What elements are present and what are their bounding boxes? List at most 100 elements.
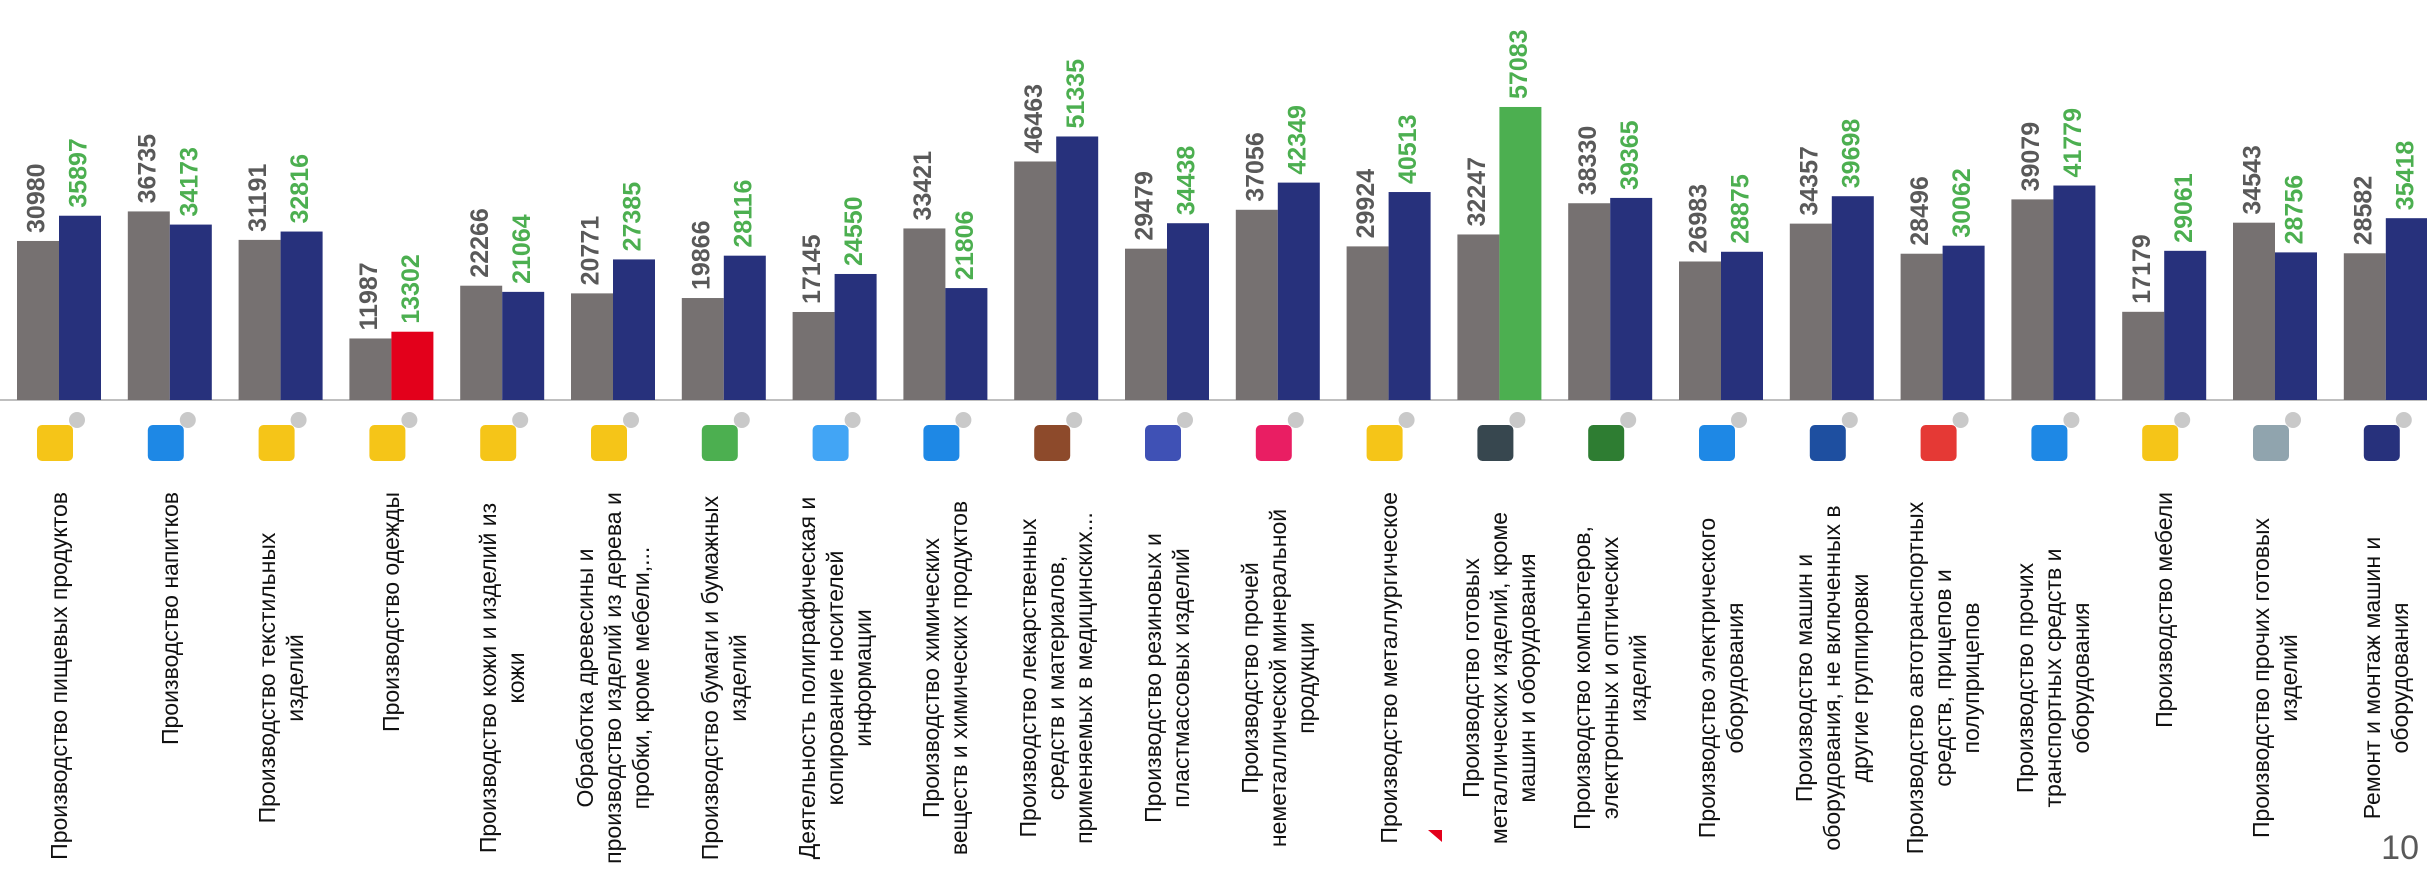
value-label: 35418 [2391, 141, 2419, 211]
bar [238, 239, 281, 400]
category-label-box: Производство пищевых продуктов [4, 492, 114, 864]
category-label-box: Производство готовых металлических издел… [1444, 492, 1554, 864]
icon [1588, 425, 1625, 461]
bar [2164, 250, 2207, 400]
bar [1568, 203, 1611, 400]
icon-gear [1841, 412, 1858, 428]
icon-gear [623, 412, 639, 428]
category-label-box: Производство прочих транспортных средств… [1998, 492, 2108, 864]
value-label: 39698 [1837, 119, 1865, 189]
x-tick-label: Производство кожи и изделий из кожи [475, 502, 530, 854]
value-label: 21064 [508, 214, 536, 284]
value-label: 39365 [1616, 120, 1644, 190]
value-label: 32816 [286, 154, 314, 224]
value-label: 29924 [1352, 169, 1380, 239]
value-label: 37056 [1241, 132, 1269, 202]
category-label-box: Производство лекарственных средств и мат… [1001, 492, 1111, 864]
bar [1942, 245, 1985, 400]
value-label: 46463 [1020, 84, 1048, 154]
value-label: 11987 [355, 262, 383, 330]
bar [1388, 192, 1431, 400]
value-label: 27385 [619, 182, 647, 252]
x-tick-label: Производство химических веществ и химиче… [918, 500, 973, 856]
category-label-box: Ремонт и монтаж машин и оборудования [2331, 492, 2427, 864]
x-tick-label: Производство компьютеров, электронных и … [1569, 526, 1652, 830]
bar [2275, 252, 2317, 400]
value-label: 28116 [729, 180, 757, 248]
category-label-box: Производство прочей неметаллической мине… [1223, 492, 1333, 864]
icon [1699, 425, 1735, 461]
bar [613, 259, 655, 400]
icon [1255, 425, 1292, 461]
bar [1679, 261, 1721, 400]
icon [1477, 425, 1514, 461]
value-label: 32247 [1463, 157, 1491, 227]
icon [1145, 425, 1181, 461]
icon-gear [512, 412, 529, 428]
bar [2122, 311, 2165, 400]
bar [792, 311, 835, 400]
value-label: 33421 [909, 151, 937, 221]
value-label: 24550 [840, 196, 868, 266]
icon [1366, 425, 1403, 461]
x-tick-label: Производство прочих транспортных средств… [2012, 548, 2095, 808]
icon-gear [733, 412, 750, 428]
bar [391, 331, 434, 400]
category-label-box: Производство автотранспортных средств, п… [1888, 492, 1998, 864]
icon-gear [844, 412, 861, 428]
icon [258, 425, 295, 461]
value-label: 29479 [1131, 171, 1159, 241]
value-label: 34543 [2239, 145, 2267, 215]
category-label-box: Производство мебели [2109, 492, 2219, 864]
category-label-box: Производство прочих готовых изделий [2220, 492, 2330, 864]
icon [147, 425, 184, 461]
value-label: 19866 [687, 220, 715, 290]
bar [1831, 196, 1874, 400]
icon [369, 425, 406, 461]
bar [1056, 136, 1099, 400]
bar [1346, 246, 1389, 400]
icon [2142, 425, 2179, 461]
icon-gear [179, 412, 196, 428]
bar [502, 291, 545, 400]
bar [571, 293, 613, 400]
category-label-box: Производство напитков [115, 492, 225, 864]
icon-gear [955, 412, 972, 428]
bar [349, 338, 392, 400]
value-label: 30062 [1948, 168, 1976, 238]
category-label-box: Производство одежды [336, 492, 446, 864]
icon-gear [1287, 412, 1304, 428]
bar [1235, 209, 1278, 400]
value-label: 36735 [133, 134, 161, 204]
icon-gear [290, 412, 307, 428]
category-label-box: Обработка древесины и производство издел… [558, 492, 668, 864]
x-tick-label: Производство машин и оборудования, не вк… [1790, 505, 1873, 851]
bar [1125, 248, 1167, 400]
value-label: 17179 [2128, 234, 2156, 304]
icon-gear [1177, 412, 1193, 428]
x-tick-label: Производство бумаги и бумажных изделий [696, 495, 751, 861]
category-label-box: Производство электрического оборудования [1666, 492, 1776, 864]
icon [37, 425, 73, 461]
value-label: 41779 [2059, 108, 2087, 178]
category-label-box: Производство бумаги и бумажных изделий [669, 492, 779, 864]
bar [2011, 199, 2054, 400]
value-label: 28756 [2281, 175, 2309, 245]
value-label: 34357 [1795, 146, 1823, 216]
bar [1721, 251, 1763, 400]
bar [17, 240, 59, 400]
icon-gear [1398, 412, 1415, 428]
value-label: 28875 [1727, 174, 1755, 244]
x-tick-label: Производство напитков [156, 492, 183, 746]
x-tick-label: Производство резиновых и пластмассовых и… [1140, 533, 1194, 823]
icon-gear [1066, 412, 1083, 428]
value-label: 42349 [1283, 105, 1311, 175]
x-tick-label: Производство прочих готовых изделий [2248, 517, 2302, 839]
bar [1457, 234, 1500, 400]
x-tick-label: Производство электрического оборудования [1694, 517, 1748, 839]
value-label: 28496 [1906, 176, 1934, 246]
bar [903, 228, 946, 400]
bar [1900, 253, 1943, 400]
bar [1014, 161, 1057, 400]
